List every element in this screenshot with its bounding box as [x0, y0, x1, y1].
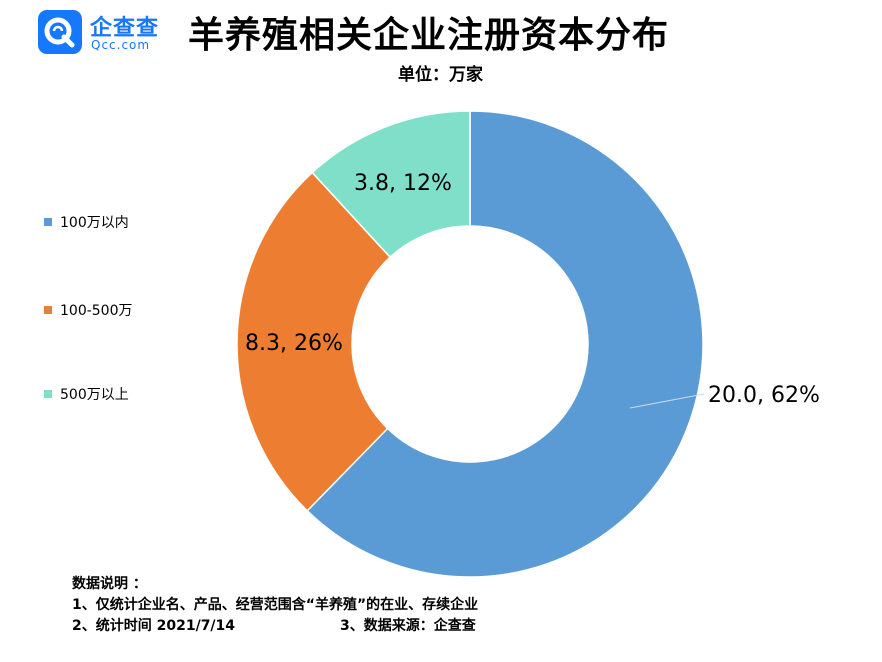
legend-label: 100-500万 — [60, 303, 133, 319]
legend-swatch-blue — [44, 218, 52, 226]
chart-title: 羊养殖相关企业注册资本分布 — [188, 15, 670, 56]
leader-line — [629, 393, 705, 409]
notes-heading: 数据说明 ： — [72, 576, 147, 592]
notes-line-1: 1、仅统计企业名、产品、经营范围含“羊养殖”的在业、存续企业 — [72, 597, 479, 613]
legend-swatch-teal — [44, 390, 52, 398]
brand-name-cn: 企查查 — [90, 16, 160, 41]
data-label-over-500: 3.8, 12% — [354, 171, 452, 196]
legend-swatch-orange — [44, 306, 52, 314]
brand-logo: 企查查 Qcc.com — [38, 10, 180, 56]
brand-name-en: Qcc.com — [91, 38, 151, 52]
qcc-logo-icon — [38, 10, 82, 54]
slice-100-500 — [236, 171, 392, 512]
legend-label: 500万以上 — [60, 387, 129, 403]
notes-line-2: 2、统计时间 2021/7/14 — [72, 618, 236, 634]
notes-line-3: 3、数据来源：企查查 — [340, 618, 476, 634]
data-label-under-100: 20.0, 62% — [708, 383, 820, 408]
legend-item-under-100: 100万以内 — [44, 212, 129, 232]
legend-label: 100万以内 — [60, 215, 129, 231]
slice-over-500 — [311, 110, 471, 259]
chart-unit: 单位：万家 — [398, 65, 483, 85]
data-notes: 数据说明 ： 1、仅统计企业名、产品、经营范围含“羊养殖”的在业、存续企业 2、… — [72, 574, 478, 637]
data-label-100-500: 8.3, 26% — [245, 331, 343, 356]
legend-item-100-500: 100-500万 — [44, 300, 133, 320]
slice-under-100 — [306, 110, 704, 578]
legend-item-over-500: 500万以上 — [44, 384, 129, 404]
